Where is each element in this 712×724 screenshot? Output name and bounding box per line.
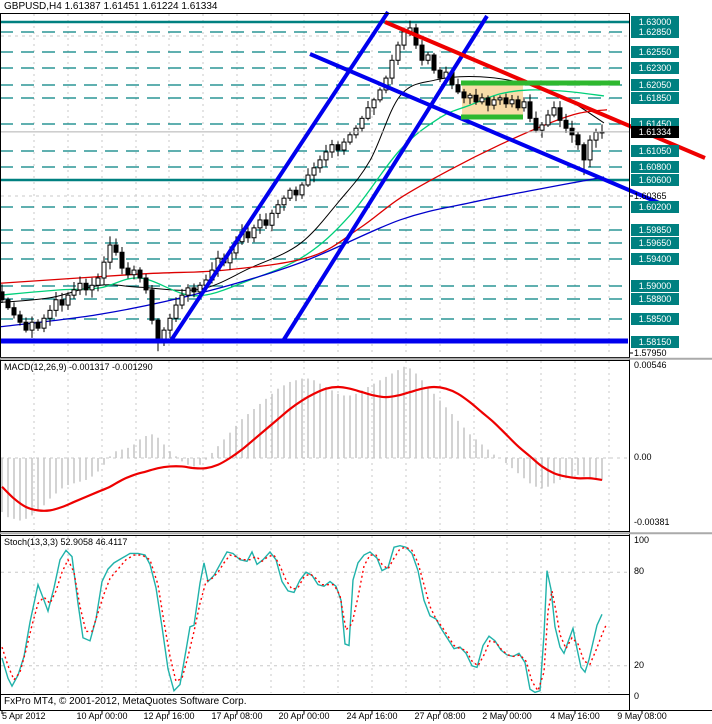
price-level-label: 1.59850 (631, 224, 679, 236)
price-level-label: 1.60600 (631, 174, 679, 186)
candles (0, 20, 605, 352)
stoch-axis-label: 20 (634, 660, 645, 670)
stoch-d-line (1, 546, 607, 693)
macd-pane (1, 366, 603, 521)
price-level-label: 1.58150 (631, 336, 679, 348)
price-level-label: 1.62850 (631, 26, 679, 38)
macd-indicator-label: MACD(12,26,9) -0.001317 -0.001290 (4, 362, 153, 372)
ma-red (0, 109, 608, 284)
descending-blue-trendline (309, 52, 679, 213)
price-level-label: 1.61050 (631, 145, 679, 157)
pane-frames (0, 13, 712, 714)
chart-title: GBPUSD,H4 1.61387 1.61451 1.61224 1.6133… (4, 1, 218, 12)
stoch-k-line (1, 544, 603, 694)
price-axis-label: 1.60365 (634, 191, 667, 201)
price-level-label: 1.59650 (631, 237, 679, 249)
current-price-label: 1.61334 (631, 126, 679, 138)
price-level-label: 1.59400 (631, 253, 679, 265)
price-level-label: 1.58500 (631, 313, 679, 325)
stoch-axis-label: 0 (634, 691, 640, 701)
time-axis-label: 4 May 16:00 (550, 711, 600, 721)
time-axis-label: 24 Apr 16:00 (346, 711, 398, 721)
time-axis-label: 10 Apr 00:00 (76, 711, 128, 721)
macd-axis-label: 0.00 (634, 452, 652, 462)
price-level-label: 1.59000 (631, 280, 679, 292)
stoch-indicator-label: Stoch(13,3,3) 52.9058 46.4117 (4, 537, 128, 547)
time-axis-label: 17 Apr 08:00 (211, 711, 263, 721)
stoch-axis-label: 80 (634, 566, 645, 576)
macd-axis-label: 0.00546 (634, 360, 667, 370)
price-level-label: 1.60200 (631, 201, 679, 213)
price-level-label: 1.62300 (631, 62, 679, 74)
stochastic-pane (1, 544, 607, 694)
price-axis-label: 1.57950 (634, 348, 667, 358)
price-level-label: 1.62550 (631, 46, 679, 58)
time-axis-label: 9 May 08:00 (617, 711, 667, 721)
grid-lines (1, 14, 629, 693)
time-axis-label: 20 Apr 00:00 (278, 711, 330, 721)
price-level-label: 1.61850 (631, 92, 679, 104)
ascending-channel-line-right (281, 14, 489, 343)
ma-green (0, 89, 605, 297)
copyright-footer: FxPro MT4, © 2001-2012, MetaQuotes Softw… (4, 696, 247, 707)
macd-axis-label: -0.00381 (634, 517, 670, 527)
time-axis-label: 5 Apr 2012 (2, 711, 46, 721)
price-level-label: 1.58800 (631, 293, 679, 305)
price-level-label: 1.63000 (631, 16, 679, 28)
stoch-axis-label: 100 (634, 535, 650, 545)
macd-signal-line (1, 385, 603, 512)
price-level-label: 1.60800 (631, 161, 679, 173)
time-axis-label: 27 Apr 08:00 (414, 711, 466, 721)
ascending-channel-line-left (168, 10, 390, 344)
main-price-pane (0, 10, 706, 352)
price-level-label: 1.62050 (631, 79, 679, 91)
time-axis-label: 2 May 00:00 (482, 711, 532, 721)
ma-blue (0, 176, 605, 328)
time-axis-label: 12 Apr 16:00 (143, 711, 195, 721)
